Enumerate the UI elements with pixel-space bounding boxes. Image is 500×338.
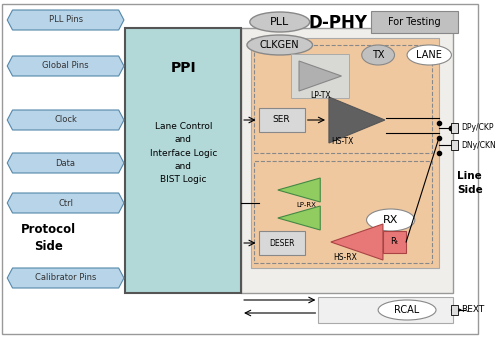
Text: Rₜ: Rₜ xyxy=(390,238,398,246)
Ellipse shape xyxy=(366,209,415,231)
Text: Ctrl: Ctrl xyxy=(58,198,73,208)
Text: TX: TX xyxy=(372,50,384,60)
Polygon shape xyxy=(7,153,124,173)
Text: CLKGEN: CLKGEN xyxy=(260,40,300,50)
Text: DESER: DESER xyxy=(269,239,294,247)
Text: LP-RX: LP-RX xyxy=(297,202,316,208)
Text: REXT: REXT xyxy=(461,306,484,314)
Text: PLL Pins: PLL Pins xyxy=(48,16,82,24)
Bar xyxy=(262,38,439,260)
Polygon shape xyxy=(329,97,385,143)
Bar xyxy=(256,38,439,264)
Bar xyxy=(254,45,432,153)
Text: Protocol
Side: Protocol Side xyxy=(20,223,76,253)
Ellipse shape xyxy=(407,45,452,65)
Text: RCAL: RCAL xyxy=(394,305,419,315)
Bar xyxy=(258,231,305,255)
Text: LP-TX: LP-TX xyxy=(310,91,330,99)
Ellipse shape xyxy=(247,35,312,55)
Polygon shape xyxy=(299,61,342,91)
Text: DPy/CKP: DPy/CKP xyxy=(461,123,494,132)
Bar xyxy=(372,11,458,33)
Bar xyxy=(383,231,406,253)
Bar xyxy=(241,28,454,293)
Text: Clock: Clock xyxy=(54,116,77,124)
Bar xyxy=(251,38,439,268)
Bar xyxy=(256,28,454,283)
Bar xyxy=(258,108,305,132)
Bar xyxy=(254,161,432,263)
Text: Global Pins: Global Pins xyxy=(42,62,89,71)
Text: PLL: PLL xyxy=(270,17,289,27)
Text: HS-TX: HS-TX xyxy=(331,138,353,146)
Bar xyxy=(452,140,458,150)
Text: Lane Control
and
Interface Logic
and
BIST Logic: Lane Control and Interface Logic and BIS… xyxy=(150,122,217,184)
Text: HS-RX: HS-RX xyxy=(334,254,357,263)
Bar xyxy=(126,28,241,293)
Text: LANE: LANE xyxy=(416,50,442,60)
Bar xyxy=(250,28,454,287)
Bar xyxy=(252,28,454,285)
Ellipse shape xyxy=(362,45,394,65)
Polygon shape xyxy=(278,178,320,202)
Bar xyxy=(260,38,439,262)
Polygon shape xyxy=(7,10,124,30)
Text: Line
Side: Line Side xyxy=(457,171,482,195)
Text: DNy/CKN: DNy/CKN xyxy=(461,141,496,149)
Bar xyxy=(452,305,458,315)
Bar xyxy=(318,297,454,323)
Text: PPI: PPI xyxy=(170,61,196,75)
Text: RX: RX xyxy=(383,215,398,225)
Ellipse shape xyxy=(250,12,310,32)
Polygon shape xyxy=(7,56,124,76)
Bar xyxy=(452,123,458,133)
Bar xyxy=(254,38,439,266)
Text: SER: SER xyxy=(273,116,290,124)
Text: Calibrator Pins: Calibrator Pins xyxy=(35,273,96,283)
Polygon shape xyxy=(7,268,124,288)
Polygon shape xyxy=(278,206,320,230)
Polygon shape xyxy=(7,193,124,213)
Bar xyxy=(247,28,454,289)
Polygon shape xyxy=(331,224,383,260)
Bar xyxy=(244,28,454,291)
Ellipse shape xyxy=(378,300,436,320)
Text: Data: Data xyxy=(56,159,76,168)
Text: D-PHY: D-PHY xyxy=(308,14,368,32)
Text: For Testing: For Testing xyxy=(388,17,441,27)
Bar xyxy=(292,54,349,98)
Polygon shape xyxy=(7,110,124,130)
